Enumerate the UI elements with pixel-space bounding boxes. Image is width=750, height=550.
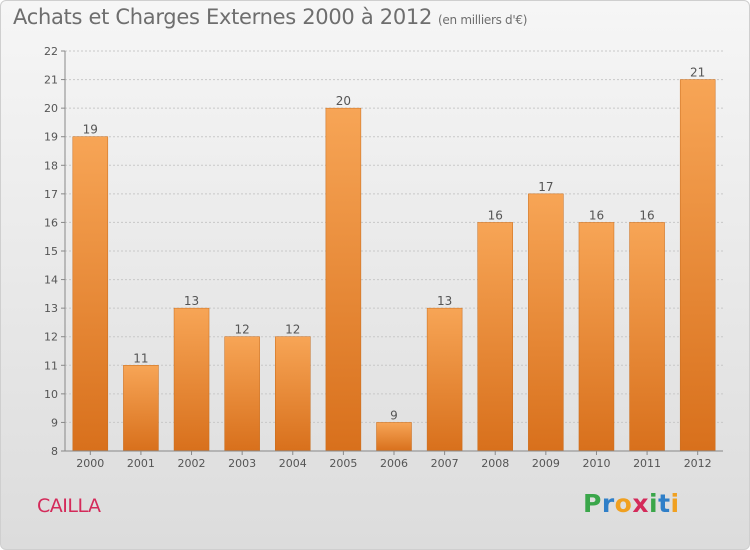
x-tick-label: 2008 xyxy=(481,457,509,470)
bar xyxy=(72,136,109,452)
y-tick-label: 20 xyxy=(44,102,58,115)
logo-letter: x xyxy=(632,489,649,518)
y-tick-label: 13 xyxy=(44,302,58,315)
proxiti-logo: Proxiti xyxy=(583,489,680,518)
x-tick-label: 2007 xyxy=(431,457,459,470)
x-tick-label: 2001 xyxy=(127,457,155,470)
bar xyxy=(224,336,260,452)
logo-letter: i xyxy=(670,489,680,518)
bar xyxy=(376,422,412,452)
y-tick-label: 12 xyxy=(44,331,58,344)
x-tick-label: 2006 xyxy=(380,457,408,470)
bar xyxy=(426,307,463,452)
data-label: 16 xyxy=(488,208,503,222)
data-label: 13 xyxy=(184,294,199,308)
y-tick-label: 9 xyxy=(51,416,58,429)
data-label: 21 xyxy=(690,66,705,80)
y-axis-ticks: 8 9 10 11 12 13 14 15 16 17 18 19 20 21 22 xyxy=(44,45,65,458)
commune-name: CAILLA xyxy=(37,495,101,517)
bar xyxy=(325,107,362,452)
data-label: 16 xyxy=(589,208,604,222)
data-label: 12 xyxy=(285,323,300,337)
x-tick-label: 2005 xyxy=(329,457,357,470)
chart-title: Achats et Charges Externes 2000 à 2012 (e… xyxy=(13,5,527,29)
data-label: 20 xyxy=(336,94,351,108)
data-label: 9 xyxy=(390,408,398,422)
y-tick-label: 17 xyxy=(44,188,58,201)
logo-letter: r xyxy=(601,489,615,518)
y-tick-label: 14 xyxy=(44,274,58,287)
y-tick-label: 21 xyxy=(44,74,58,87)
bar xyxy=(528,193,564,452)
y-tick-label: 15 xyxy=(44,245,58,258)
data-label: 13 xyxy=(437,294,452,308)
x-tick-label: 2009 xyxy=(532,457,560,470)
bar xyxy=(275,336,311,452)
y-tick-label: 11 xyxy=(44,359,58,372)
bar xyxy=(173,307,210,452)
x-tick-label: 2011 xyxy=(633,457,661,470)
data-label: 11 xyxy=(133,351,148,365)
bars: 19 11 13 12 12 20 9 13 16 17 16 16 21 xyxy=(72,66,716,452)
bar xyxy=(679,79,716,452)
bar xyxy=(578,222,615,452)
y-tick-label: 8 xyxy=(51,445,58,458)
x-axis-ticks: 2000 2001 2002 2003 2004 2005 2006 2007 2008 2009… xyxy=(76,451,712,470)
logo-letter: o xyxy=(614,489,633,518)
chart-title-text: Achats et Charges Externes 2000 à 2012 xyxy=(13,5,433,29)
bar xyxy=(477,222,513,452)
y-tick-label: 10 xyxy=(44,388,58,401)
y-tick-label: 22 xyxy=(44,45,58,58)
logo-letter: t xyxy=(658,489,671,518)
x-tick-label: 2000 xyxy=(76,457,104,470)
logo-letter: i xyxy=(649,489,659,518)
bar xyxy=(629,222,665,452)
data-label: 17 xyxy=(538,180,553,194)
y-tick-label: 16 xyxy=(44,216,58,229)
logo-letter: P xyxy=(583,489,602,518)
data-label: 12 xyxy=(235,323,250,337)
y-tick-label: 18 xyxy=(44,159,58,172)
y-tick-label: 19 xyxy=(44,131,58,144)
x-tick-label: 2010 xyxy=(582,457,610,470)
bar xyxy=(123,365,159,452)
data-label: 16 xyxy=(639,208,654,222)
chart-unit: (en milliers d'€) xyxy=(438,13,528,27)
x-tick-label: 2004 xyxy=(279,457,307,470)
x-tick-label: 2002 xyxy=(178,457,206,470)
data-label: 19 xyxy=(83,123,98,137)
x-tick-label: 2012 xyxy=(684,457,712,470)
grid-lines xyxy=(65,50,723,452)
x-tick-label: 2003 xyxy=(228,457,256,470)
